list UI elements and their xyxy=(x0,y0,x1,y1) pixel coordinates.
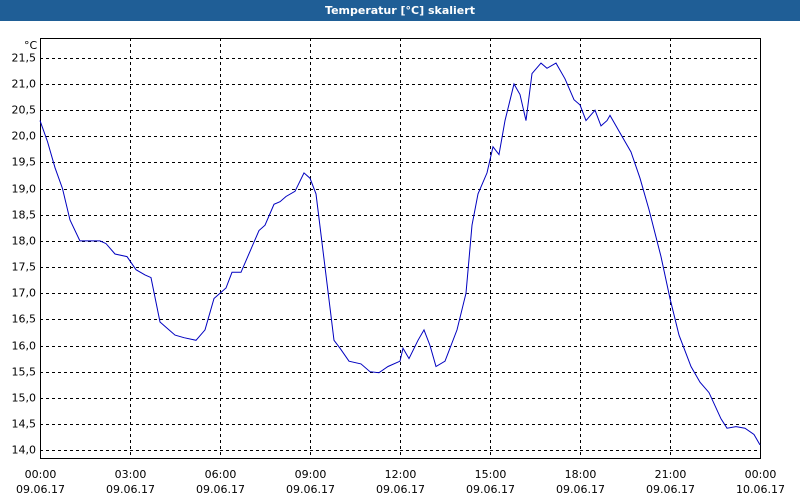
y-tick-label: 16,0 xyxy=(12,340,37,353)
y-tick-label: 17,0 xyxy=(12,287,37,300)
y-tick-label: 17,5 xyxy=(12,261,37,274)
x-tick-label: 12:00 xyxy=(385,468,417,481)
x-tick-label: 06:00 xyxy=(205,468,237,481)
y-tick-label: 18,0 xyxy=(12,235,37,248)
chart-title: Temperatur [°C] skaliert xyxy=(325,4,475,17)
x-tick-label: 21:00 xyxy=(655,468,687,481)
y-tick-label: 21,0 xyxy=(12,78,37,91)
x-tick-label: 03:00 xyxy=(115,468,147,481)
y-tick-label: 21,5 xyxy=(12,52,37,65)
y-unit: °C xyxy=(24,39,38,52)
x-tick-date: 09.06.17 xyxy=(16,483,65,496)
x-tick-date: 09.06.17 xyxy=(556,483,605,496)
y-tick-label: 14,0 xyxy=(12,444,37,457)
x-tick-date: 09.06.17 xyxy=(466,483,515,496)
y-tick-label: 15,0 xyxy=(12,392,37,405)
y-tick-label: 19,5 xyxy=(12,156,37,169)
x-tick-label: 15:00 xyxy=(475,468,507,481)
x-tick-date: 10.06.17 xyxy=(736,483,785,496)
x-tick-label: 18:00 xyxy=(565,468,597,481)
x-tick-label: 00:00 xyxy=(25,468,57,481)
y-tick-label: 20,5 xyxy=(12,104,37,117)
y-tick-label: 19,0 xyxy=(12,183,37,196)
temperature-line xyxy=(39,62,761,446)
x-tick-label: 00:00 xyxy=(745,468,777,481)
y-tick-label: 18,5 xyxy=(12,209,37,222)
title-bar xyxy=(0,0,800,21)
y-tick-label: 14,5 xyxy=(12,418,37,431)
y-tick-label: 16,5 xyxy=(12,313,37,326)
y-tick-label: 20,0 xyxy=(12,130,37,143)
x-tick-date: 09.06.17 xyxy=(376,483,425,496)
x-tick-label: 09:00 xyxy=(295,468,327,481)
x-tick-date: 09.06.17 xyxy=(106,483,155,496)
x-tick-date: 09.06.17 xyxy=(286,483,335,496)
x-tick-date: 09.06.17 xyxy=(646,483,695,496)
x-tick-date: 09.06.17 xyxy=(196,483,245,496)
y-tick-label: 15,5 xyxy=(12,366,37,379)
